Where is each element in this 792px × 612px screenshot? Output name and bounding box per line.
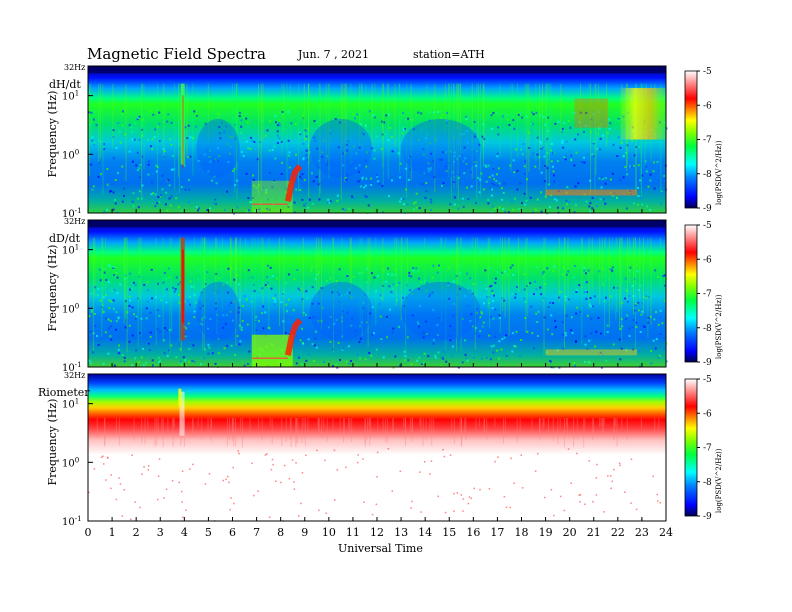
y-tick-label: 100 bbox=[62, 302, 79, 315]
riometer-texture bbox=[88, 418, 662, 522]
colorbar-tick-label: -9 bbox=[703, 204, 712, 214]
x-tick-label: 24 bbox=[659, 526, 673, 539]
colorbar-tick-label: -6 bbox=[703, 255, 712, 265]
x-tick-label: 12 bbox=[370, 526, 384, 539]
y-tick-label: 101 bbox=[62, 244, 79, 257]
y-axis-title: Frequency (Hz) bbox=[46, 245, 59, 332]
enhancement-region bbox=[509, 88, 666, 140]
colorbar-tick-label: -7 bbox=[703, 444, 712, 454]
x-axis-title: Universal Time bbox=[338, 542, 423, 555]
x-tick-label: 9 bbox=[301, 526, 308, 539]
y-axis-title: Frequency (Hz) bbox=[46, 399, 59, 486]
red-hook-feature bbox=[284, 164, 303, 202]
chart-title: Magnetic Field Spectra bbox=[87, 45, 266, 63]
quiet-zone bbox=[196, 119, 240, 178]
spectrogram-top-band bbox=[88, 66, 666, 74]
y-tick-label: 10-1 bbox=[62, 361, 82, 374]
colorbar-tick-label: -8 bbox=[703, 170, 712, 180]
colorbar-gradient-bar bbox=[684, 378, 698, 517]
x-tick-label: 8 bbox=[277, 526, 284, 539]
x-tick-label: 4 bbox=[181, 526, 188, 539]
quiet-zone bbox=[401, 281, 481, 341]
low-frequency-band bbox=[545, 349, 638, 356]
spectrogram-base bbox=[88, 374, 666, 521]
x-tick-label: 6 bbox=[229, 526, 236, 539]
event-streak bbox=[180, 83, 185, 165]
quiet-zone bbox=[401, 119, 481, 178]
y-tick-label: 101 bbox=[62, 398, 79, 411]
colorbar-gradient-bar bbox=[684, 224, 698, 363]
colorbar-title: log(PSD(V^2/Hz)) bbox=[715, 448, 723, 513]
x-tick-label: 3 bbox=[157, 526, 164, 539]
event-streak bbox=[179, 391, 185, 436]
x-tick-label: 5 bbox=[205, 526, 212, 539]
colorbar-tick-label: -5 bbox=[703, 221, 712, 231]
panel-label: dH/dt bbox=[49, 78, 81, 91]
red-hook-feature bbox=[284, 318, 303, 356]
spectrogram-base bbox=[88, 220, 666, 367]
x-tick-label: 19 bbox=[539, 526, 553, 539]
quiet-zone bbox=[196, 281, 240, 341]
x-tick-label: 11 bbox=[346, 526, 360, 539]
x-tick-label: 18 bbox=[515, 526, 529, 539]
x-tick-label: 7 bbox=[253, 526, 260, 539]
quiet-zone bbox=[309, 281, 373, 341]
colorbar-tick-label: -6 bbox=[703, 101, 712, 111]
x-tick-label: 16 bbox=[466, 526, 480, 539]
x-tick-label: 17 bbox=[490, 526, 504, 539]
x-tick-label: 15 bbox=[442, 526, 456, 539]
top-frequency-label: 32Hz bbox=[64, 63, 85, 72]
colorbar-tick-label: -8 bbox=[703, 324, 712, 334]
y-axis-title: Frequency (Hz) bbox=[46, 91, 59, 178]
colorbar-title: log(PSD(V^2/Hz)) bbox=[715, 294, 723, 359]
panel-label: dD/dt bbox=[49, 232, 81, 245]
colorbar-gradient-bar bbox=[684, 70, 698, 209]
top-frequency-label: 32Hz bbox=[64, 371, 85, 380]
low-frequency-band bbox=[545, 189, 638, 196]
y-tick-label: 100 bbox=[62, 456, 79, 469]
y-tick-label: 100 bbox=[62, 148, 79, 161]
station-label: station=ATH bbox=[413, 48, 485, 61]
colorbar-tick-label: -6 bbox=[703, 409, 712, 419]
x-tick-label: 21 bbox=[587, 526, 601, 539]
x-tick-label: 10 bbox=[322, 526, 336, 539]
y-tick-label: 10-1 bbox=[62, 515, 82, 528]
colorbar-tick-label: -7 bbox=[703, 136, 712, 146]
date-label: Jun. 7 , 2021 bbox=[298, 48, 370, 61]
spectrogram-noise bbox=[88, 237, 668, 369]
spectrogram-top-band bbox=[88, 220, 666, 228]
x-tick-label: 0 bbox=[85, 526, 92, 539]
colorbar-tick-label: -5 bbox=[703, 375, 712, 385]
x-tick-label: 1 bbox=[109, 526, 116, 539]
x-tick-label: 14 bbox=[418, 526, 432, 539]
x-tick-label: 22 bbox=[611, 526, 625, 539]
x-tick-label: 20 bbox=[563, 526, 577, 539]
panel-label: Riometer bbox=[38, 386, 90, 399]
colorbar-title: log(PSD(V^2/Hz)) bbox=[715, 140, 723, 205]
y-tick-label: 10-1 bbox=[62, 207, 82, 220]
y-tick-label: 101 bbox=[62, 90, 79, 103]
colorbar-tick-label: -7 bbox=[703, 290, 712, 300]
colorbar-tick-label: -9 bbox=[703, 358, 712, 368]
x-tick-label: 2 bbox=[133, 526, 140, 539]
colorbar-tick-label: -8 bbox=[703, 478, 712, 488]
x-tick-label: 23 bbox=[635, 526, 649, 539]
x-axis: 0 1 2 3 4 5 6 7 8 9 10 11 12 13 14 15 16 17 18 19 20 21 22 23 24 bbox=[85, 209, 673, 539]
quiet-zone bbox=[309, 119, 373, 178]
top-frequency-label: 32Hz bbox=[64, 217, 85, 226]
spectrogram-panel-3: Riometer 32Hz 101 100 10-1 Frequency (Hz) -5 -6… bbox=[38, 371, 723, 528]
x-tick-label: 13 bbox=[394, 526, 408, 539]
colorbar-tick-label: -5 bbox=[703, 67, 712, 77]
colorbar-tick-label: -9 bbox=[703, 512, 712, 522]
